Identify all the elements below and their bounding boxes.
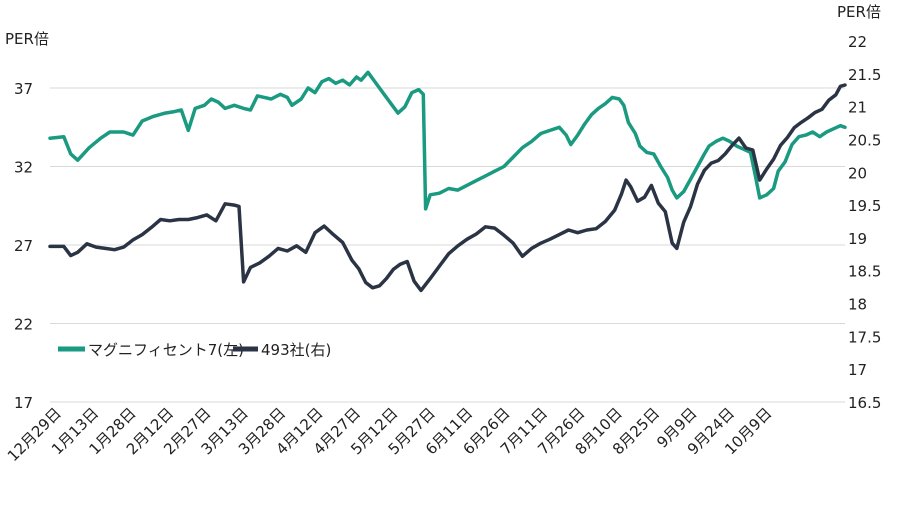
x-axis-ticks: 12月29日1月13日1月28日2月12日2月27日3月13日3月28日4月12… [4, 404, 776, 465]
legend-label-mag7: マグニフィセント7(左) [88, 341, 244, 359]
right-tick-label: 20 [848, 164, 867, 182]
left-tick-label: 17 [14, 394, 33, 412]
right-tick-label: 18.5 [848, 263, 881, 281]
left-axis-ticks: 17 22 27 32 37 [14, 80, 33, 412]
left-tick-label: 37 [14, 80, 33, 98]
left-tick-label: 22 [14, 316, 33, 334]
series-line-493 [48, 83, 847, 293]
left-tick-label: 27 [14, 237, 33, 255]
right-tick-label: 22 [848, 33, 867, 51]
series-lines [48, 70, 847, 293]
legend-label-493: 493社(右) [261, 341, 331, 359]
right-tick-label: 17 [848, 361, 867, 379]
x-tick-label: 12月29日 [4, 404, 65, 465]
right-tick-label: 16.5 [848, 394, 881, 412]
legend: マグニフィセント7(左) 493社(右) [58, 341, 331, 359]
gridlines [50, 87, 845, 403]
series-line-mag7 [48, 70, 847, 211]
right-tick-label: 21.5 [848, 66, 881, 84]
right-tick-label: 19 [848, 230, 867, 248]
right-axis-ticks: 16.5 17 17.5 18 18.5 19 19.5 20 20.5 21 21.5 22 [848, 33, 881, 412]
right-tick-label: 18 [848, 296, 867, 314]
right-axis-title: PER倍 [837, 3, 881, 21]
right-tick-label: 20.5 [848, 131, 881, 149]
left-tick-label: 32 [14, 159, 33, 177]
right-tick-label: 17.5 [848, 328, 881, 346]
right-tick-label: 19.5 [848, 197, 881, 215]
left-axis-title: PER倍 [5, 30, 49, 48]
right-tick-label: 21 [848, 99, 867, 117]
